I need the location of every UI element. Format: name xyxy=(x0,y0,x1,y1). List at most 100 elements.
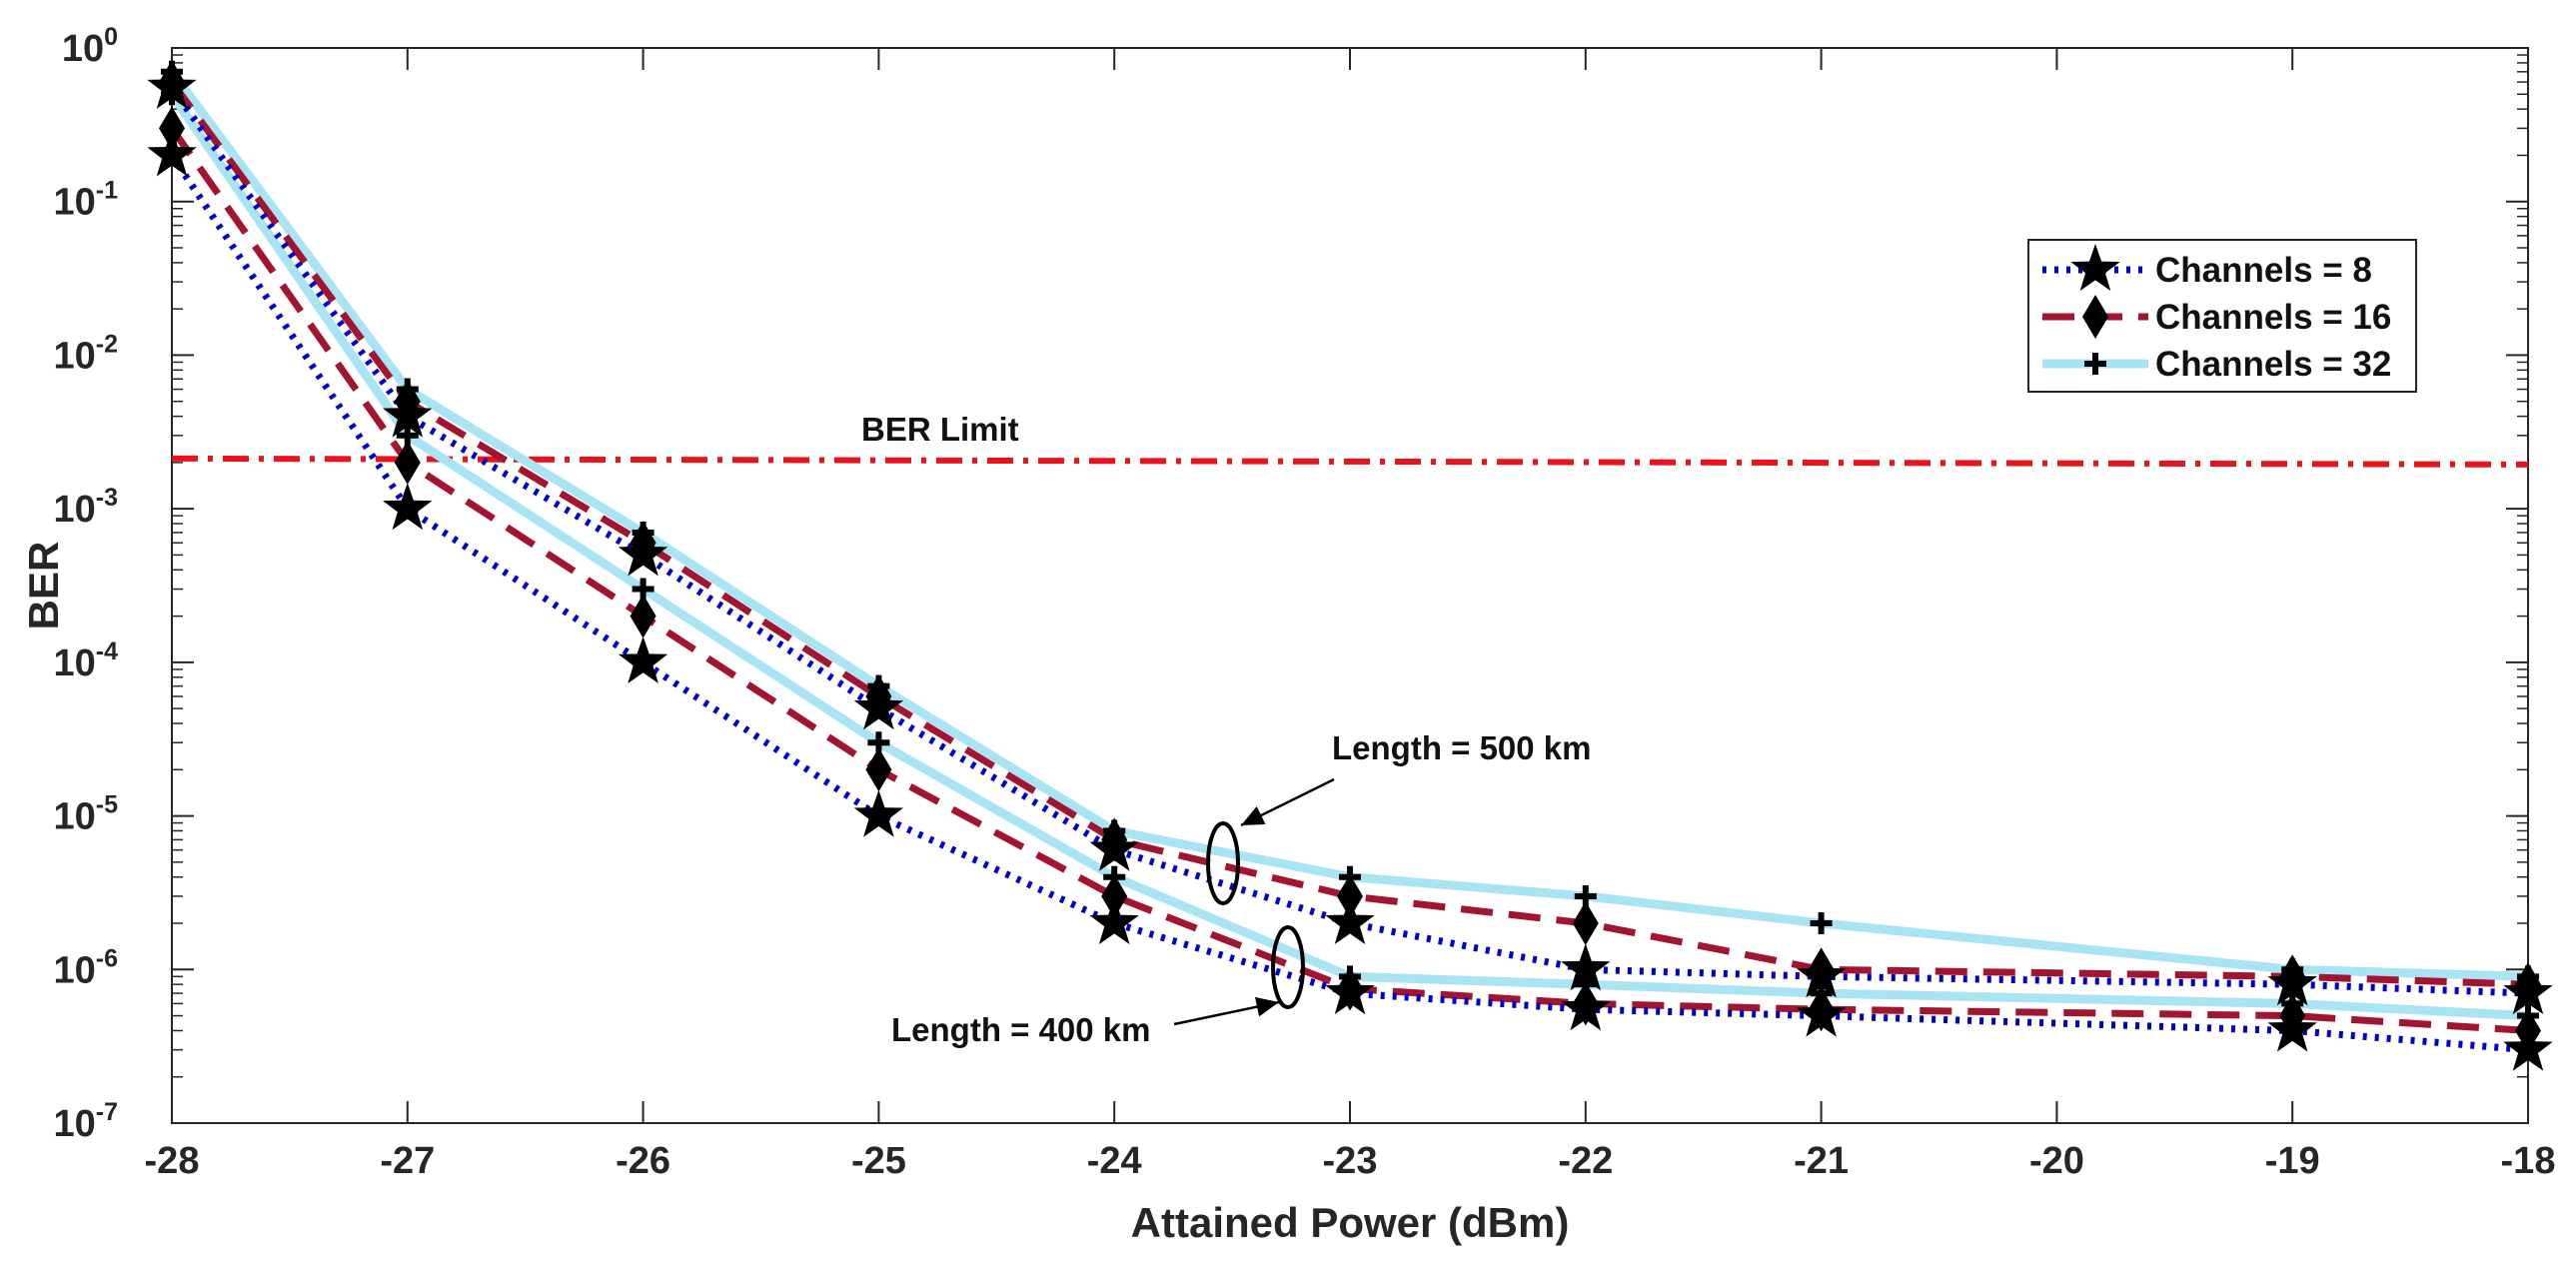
data-point-plus xyxy=(1103,865,1126,888)
legend-swatch-marker xyxy=(2082,295,2108,339)
x-axis-title: Attained Power (dBm) xyxy=(1131,1199,1570,1246)
y-tick-label: 10-3 xyxy=(53,484,118,531)
data-point-star xyxy=(1561,943,1611,991)
data-point-plus xyxy=(1339,965,1361,988)
y-tick-label: 10-5 xyxy=(53,791,118,838)
data-point-diamond xyxy=(1572,981,1599,1026)
y-tick-exponent: -7 xyxy=(96,1098,118,1126)
data-point-star xyxy=(618,636,668,683)
legend-item: Channels = 8 xyxy=(2042,244,2372,291)
y-tick-label: 10-4 xyxy=(53,637,118,684)
data-point-diamond xyxy=(2515,1008,2541,1053)
data-point-plus xyxy=(1339,865,1361,888)
data-point-star xyxy=(853,789,904,837)
y-tick-label: 10-7 xyxy=(53,1098,118,1145)
series-line-channels-32 xyxy=(168,69,2529,981)
annotation-400km: Length = 400 km xyxy=(891,1011,1151,1048)
legend-swatch-marker xyxy=(2084,353,2106,375)
annotation-500km: Length = 500 km xyxy=(1332,729,1592,766)
data-point-diamond xyxy=(865,747,892,792)
ber-limit-layer: BER Limit xyxy=(171,411,2529,468)
ber-limit-line xyxy=(171,455,2529,468)
data-point-plus xyxy=(1810,912,1833,935)
data-point-diamond xyxy=(159,106,185,151)
y-tick-base: 10 xyxy=(53,335,95,377)
legend-label: Channels = 32 xyxy=(2155,345,2391,384)
data-point-plus xyxy=(396,378,419,401)
y-tick-label: 10-1 xyxy=(53,177,118,224)
y-tick-base: 10 xyxy=(53,182,95,224)
y-tick-exponent: -3 xyxy=(96,484,118,512)
legend: Channels = 8 Channels = 16 Channels = 32 xyxy=(2027,239,2417,393)
x-tick-label: -22 xyxy=(1558,1140,1613,1182)
y-tick-exponent: 0 xyxy=(104,23,118,51)
x-tick-labels: -28 -27 -26 -25 -24 -23 -22 -21 -20 -19 -18 xyxy=(145,1140,2556,1182)
legend-label: Channels = 8 xyxy=(2155,251,2372,290)
data-point-plus xyxy=(632,578,654,601)
data-point-plus xyxy=(1574,884,1597,907)
arrow-500km xyxy=(1240,777,1335,827)
x-tick-label: -26 xyxy=(616,1140,670,1182)
y-axis-title: BER xyxy=(20,542,67,631)
legend-items: Channels = 8 Channels = 16 Channels = 32 xyxy=(2042,244,2391,384)
x-tick-label: -18 xyxy=(2501,1140,2556,1182)
legend-item: Channels = 32 xyxy=(2042,345,2391,384)
x-tick-label: -19 xyxy=(2265,1140,2320,1182)
series-line-channels-8 xyxy=(169,85,2529,997)
x-tick-label: -25 xyxy=(851,1140,906,1182)
data-point-star xyxy=(383,483,433,531)
data-point-diamond xyxy=(1337,873,1363,918)
data-point-plus xyxy=(161,60,183,83)
data-point-plus xyxy=(2517,965,2539,988)
y-tick-exponent: -5 xyxy=(96,791,118,819)
y-tick-label: 10-2 xyxy=(53,330,118,377)
series-line-channels-8 xyxy=(169,153,2529,1054)
y-tick-base: 10 xyxy=(53,949,95,991)
series-line-channels-32 xyxy=(168,91,2529,1021)
arrow-400km xyxy=(1173,996,1280,1026)
x-tick-label: -24 xyxy=(1087,1140,1142,1182)
series-line-channels-16 xyxy=(169,126,2529,1034)
x-tick-label: -21 xyxy=(1794,1140,1849,1182)
data-point-star xyxy=(1325,897,1375,944)
x-tick-label: -20 xyxy=(2029,1140,2084,1182)
data-point-plus xyxy=(396,424,419,447)
y-tick-base: 10 xyxy=(53,1103,95,1145)
data-point-star xyxy=(147,129,197,177)
data-point-diamond xyxy=(630,594,656,638)
data-point-diamond xyxy=(1808,987,1835,1032)
y-tick-base: 10 xyxy=(62,28,104,70)
data-point-diamond xyxy=(1101,873,1128,918)
data-point-plus xyxy=(2517,1004,2539,1027)
y-tick-exponent: -1 xyxy=(96,177,118,205)
y-tick-base: 10 xyxy=(53,642,95,684)
y-tick-label: 100 xyxy=(62,23,118,70)
data-point-plus xyxy=(867,674,890,697)
legend-label: Channels = 16 xyxy=(2155,298,2391,337)
y-tick-exponent: -4 xyxy=(96,637,118,665)
series-line-channels-16 xyxy=(169,80,2529,988)
series-markers-layer xyxy=(147,60,2553,1071)
ber-limit-label: BER Limit xyxy=(861,411,1019,448)
legend-swatch-marker xyxy=(2070,244,2120,291)
series-lines-layer xyxy=(168,69,2529,1054)
x-tick-label: -23 xyxy=(1323,1140,1378,1182)
data-point-plus xyxy=(867,731,890,754)
ellipse-500km xyxy=(1206,821,1240,905)
y-tick-label: 10-6 xyxy=(53,944,118,991)
data-point-plus xyxy=(632,521,654,544)
ellipse-400km xyxy=(1271,925,1305,1009)
annotations-layer: Length = 500 km Length = 400 km xyxy=(891,729,1592,1048)
y-tick-base: 10 xyxy=(53,796,95,838)
y-tick-exponent: -6 xyxy=(96,944,118,972)
data-point-diamond xyxy=(394,440,421,485)
y-tick-base: 10 xyxy=(53,489,95,531)
x-tick-label: -27 xyxy=(380,1140,435,1182)
data-point-diamond xyxy=(1808,947,1835,992)
data-point-star xyxy=(1089,897,1139,944)
data-point-plus xyxy=(2281,958,2304,981)
legend-item: Channels = 16 xyxy=(2042,295,2391,339)
